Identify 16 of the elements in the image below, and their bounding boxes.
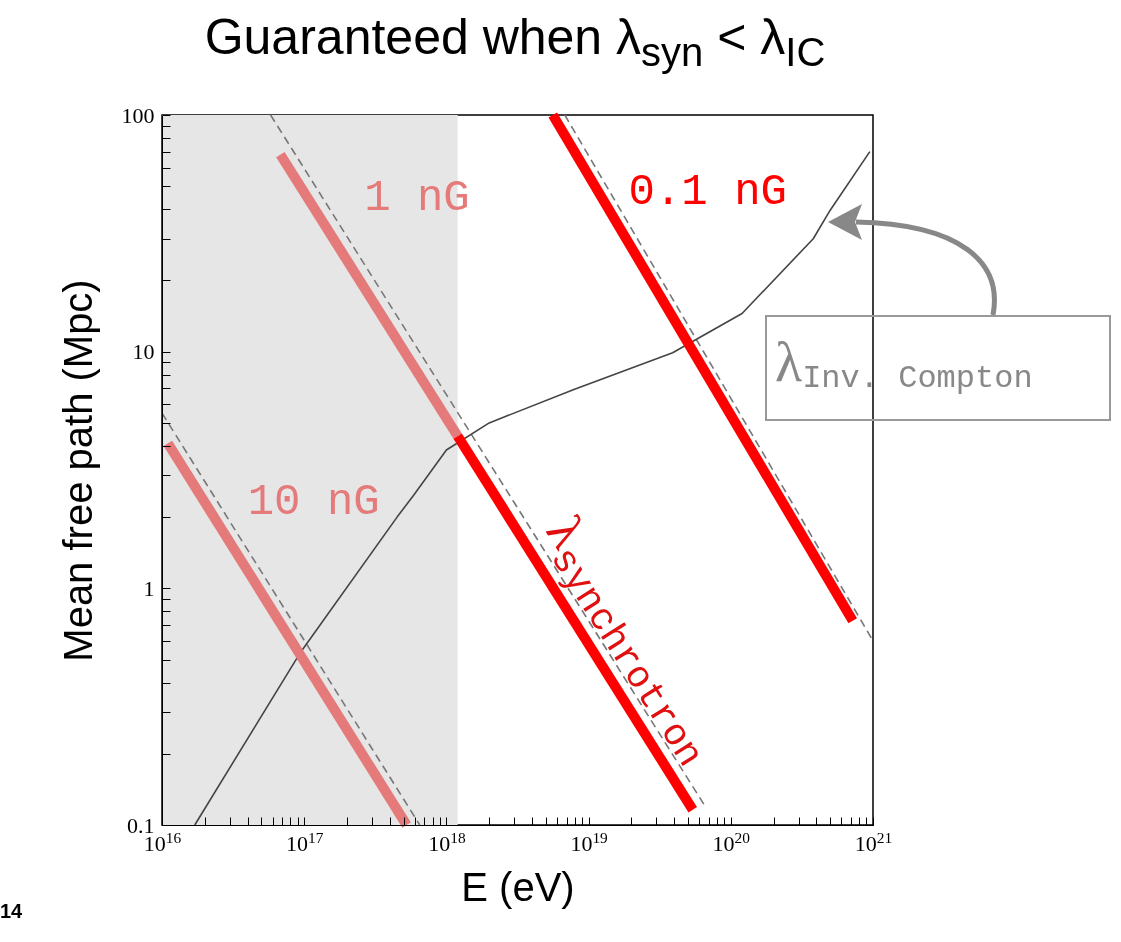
x-axis-title: E (eV) (461, 864, 575, 909)
chart-title: Guaranteed when λ$_{syn}$ < λ$_{IC}$ (203, 8, 827, 75)
series-label: 0.1 nG (628, 166, 787, 217)
x-tick-label: 10$^{19}$ (570, 828, 609, 856)
y-tick-label: 10 (132, 339, 155, 365)
y-tick-label: 1 (143, 575, 155, 601)
x-tick-label: 10$^{17}$ (286, 828, 324, 856)
annotation: λ$_{Inv. Compton}$ (775, 330, 1033, 398)
x-tick-label: 10$^{20}$ (712, 828, 751, 856)
series-label: 1 nG (364, 172, 470, 223)
series-label: 10 nG (247, 476, 380, 527)
y-axis-title: Mean free path (Mpc) (55, 279, 100, 662)
y-tick-label: 100 (121, 102, 155, 128)
text: 14 (0, 900, 23, 923)
x-tick-label: 10$^{18}$ (428, 828, 466, 856)
x-tick-label: 10$^{21}$ (854, 828, 893, 856)
